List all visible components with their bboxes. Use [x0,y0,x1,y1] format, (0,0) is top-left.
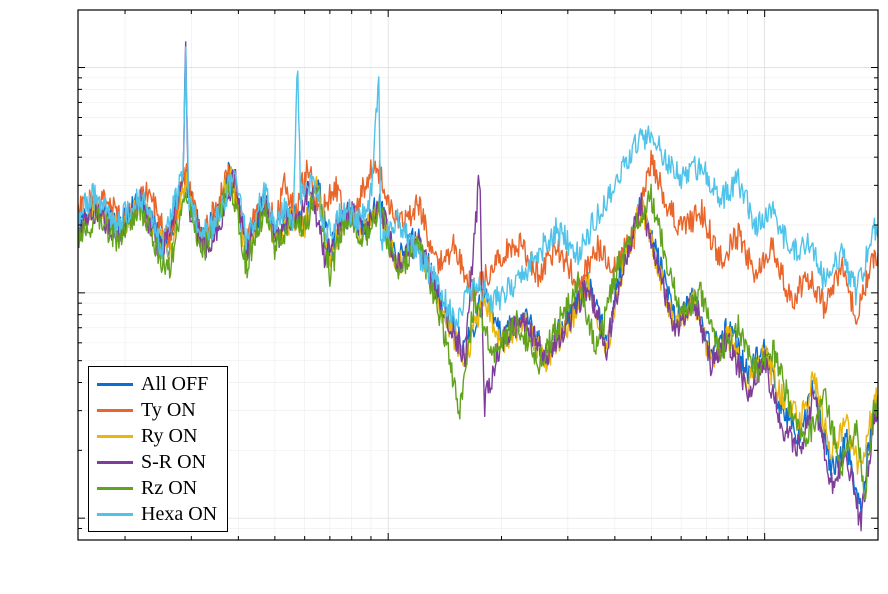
chart-legend: All OFF Ty ON Ry ON S-R ON Rz ON Hexa ON [88,366,228,532]
legend-swatch [97,435,133,438]
legend-swatch [97,487,133,490]
spectral-line-chart: All OFF Ty ON Ry ON S-R ON Rz ON Hexa ON [0,0,888,594]
legend-entry: All OFF [97,371,217,397]
legend-label: Ty ON [141,399,196,422]
legend-swatch [97,383,133,386]
legend-swatch [97,461,133,464]
legend-entry: Rz ON [97,475,217,501]
legend-label: Ry ON [141,425,197,448]
legend-entry: Ty ON [97,397,217,423]
legend-entry: Ry ON [97,423,217,449]
legend-label: Hexa ON [141,503,217,526]
legend-label: Rz ON [141,477,197,500]
legend-label: S-R ON [141,451,206,474]
legend-label: All OFF [141,373,208,396]
legend-entry: Hexa ON [97,501,217,527]
legend-swatch [97,513,133,516]
legend-swatch [97,409,133,412]
legend-entry: S-R ON [97,449,217,475]
